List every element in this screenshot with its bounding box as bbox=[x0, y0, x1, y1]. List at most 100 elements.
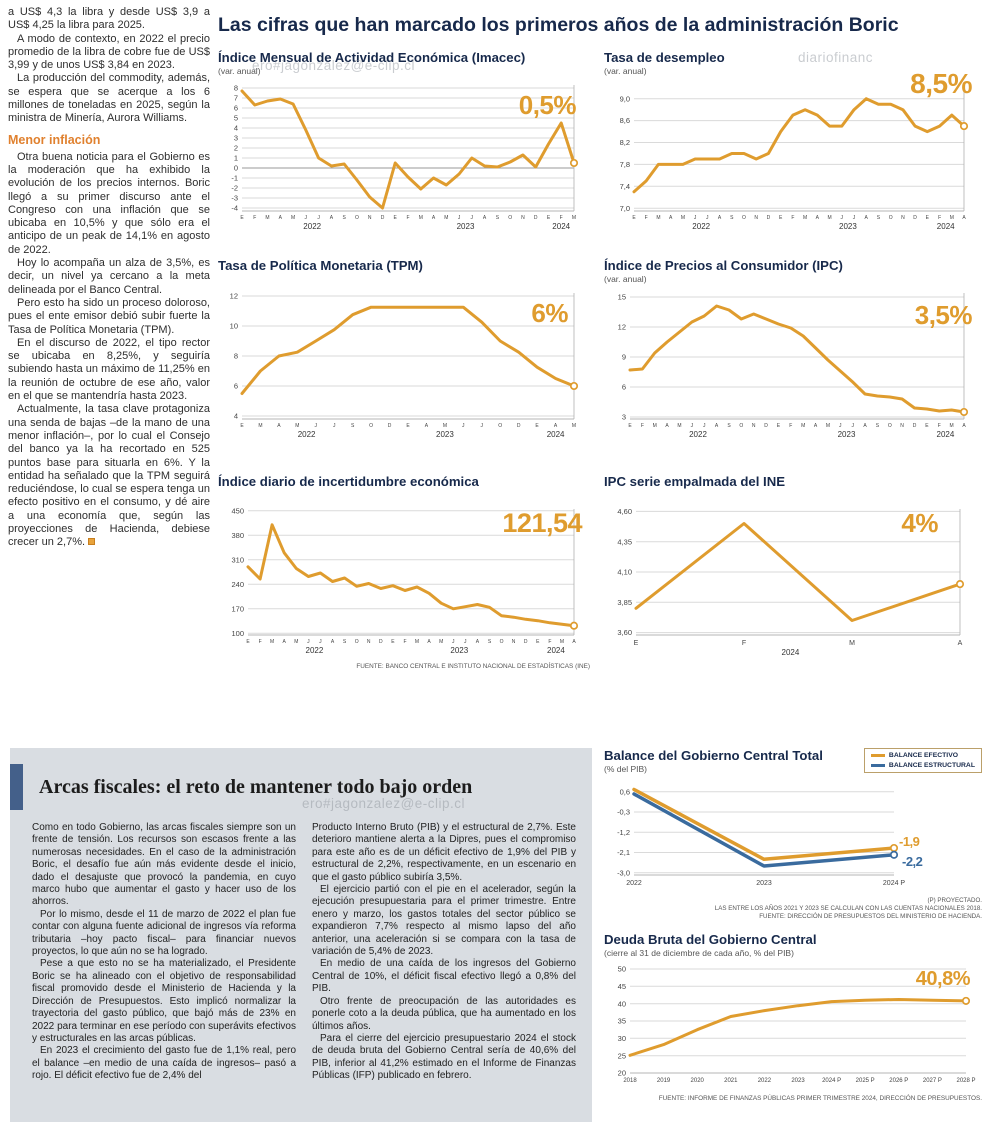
paragraph: Pero esto ha sido un proceso doloroso, p… bbox=[8, 296, 210, 336]
svg-text:2023: 2023 bbox=[756, 880, 772, 887]
svg-text:O: O bbox=[355, 215, 359, 221]
svg-text:J: J bbox=[851, 423, 854, 429]
paragraph: Hoy lo acompaña un alza de 3,5%, es deci… bbox=[8, 257, 210, 296]
callout-ipc-ine-latest: 4% bbox=[901, 508, 938, 538]
svg-text:35: 35 bbox=[618, 1017, 626, 1026]
svg-text:F: F bbox=[253, 215, 256, 221]
svg-text:-2,1: -2,1 bbox=[617, 848, 630, 857]
paragraph: Por lo mismo, desde el 11 de marzo de 20… bbox=[32, 908, 296, 958]
svg-text:9,0: 9,0 bbox=[620, 94, 630, 103]
chart-subtitle: (var. anual) bbox=[604, 274, 647, 284]
svg-text:-2: -2 bbox=[231, 184, 238, 193]
legend-item-estructural: BALANCE ESTRUCTURAL bbox=[870, 762, 975, 769]
svg-text:6: 6 bbox=[234, 382, 238, 391]
svg-text:D: D bbox=[517, 423, 521, 429]
svg-text:M: M bbox=[656, 215, 660, 221]
svg-text:50: 50 bbox=[618, 965, 626, 974]
callout-imacec-latest: 0,5% bbox=[518, 90, 577, 120]
svg-text:A: A bbox=[863, 423, 867, 429]
callout-incertidumbre-latest: 121,54 bbox=[502, 508, 582, 538]
svg-text:6: 6 bbox=[234, 104, 238, 113]
svg-text:2022: 2022 bbox=[306, 646, 324, 655]
svg-text:E: E bbox=[246, 639, 250, 645]
svg-text:A: A bbox=[425, 423, 429, 429]
callout-desempleo-latest: 8,5% bbox=[910, 68, 972, 99]
chart-legend: BALANCE EFECTIVO BALANCE ESTRUCTURAL bbox=[863, 748, 982, 773]
paragraph: En 2023 el crecimiento del gasto fue de … bbox=[32, 1045, 296, 1082]
svg-text:S: S bbox=[727, 423, 731, 429]
chart-subtitle: (% del PIB) bbox=[604, 764, 647, 774]
svg-text:170: 170 bbox=[231, 604, 244, 613]
footnote: FUENTE: DIRECCIÓN DE PRESUPUESTOS DEL MI… bbox=[759, 913, 982, 921]
chart-imacec: Índice Mensual de Actividad Económica (I… bbox=[218, 50, 590, 237]
svg-text:J: J bbox=[481, 423, 484, 429]
svg-text:7: 7 bbox=[234, 94, 238, 103]
page-title: Las cifras que han marcado los primeros … bbox=[218, 14, 899, 36]
svg-text:D: D bbox=[913, 423, 917, 429]
svg-text:M: M bbox=[295, 423, 299, 429]
paragraph: Pese a que esto no se ha materializado, … bbox=[32, 958, 296, 1044]
callout-ipc-latest: 3,5% bbox=[914, 300, 973, 330]
svg-text:J: J bbox=[694, 215, 697, 221]
svg-text:A: A bbox=[669, 215, 673, 221]
legend-label-efectivo: BALANCE EFECTIVO bbox=[888, 752, 959, 759]
svg-text:2022: 2022 bbox=[689, 430, 707, 439]
svg-text:S: S bbox=[876, 423, 880, 429]
svg-text:F: F bbox=[403, 639, 406, 645]
svg-text:2022: 2022 bbox=[758, 1078, 772, 1084]
svg-text:A: A bbox=[330, 215, 334, 221]
chart-footnotes: (P) PROYECTADO. LAS ENTRE LOS AÑOS 2021 … bbox=[604, 897, 982, 922]
svg-text:A: A bbox=[962, 215, 966, 221]
chart-subtitle: (var. anual) bbox=[604, 66, 647, 76]
legend-swatch-efectivo-icon bbox=[870, 754, 885, 757]
svg-text:8: 8 bbox=[234, 84, 238, 93]
svg-text:A: A bbox=[432, 215, 436, 221]
chart-subtitle: (var. anual) bbox=[218, 66, 261, 76]
svg-text:M: M bbox=[419, 215, 423, 221]
svg-text:D: D bbox=[913, 215, 917, 221]
svg-text:J: J bbox=[317, 215, 320, 221]
svg-text:O: O bbox=[739, 423, 743, 429]
svg-text:-3: -3 bbox=[231, 194, 238, 203]
svg-text:-3,0: -3,0 bbox=[617, 868, 630, 877]
svg-text:2024: 2024 bbox=[937, 222, 955, 231]
svg-text:D: D bbox=[381, 215, 385, 221]
svg-text:A: A bbox=[715, 423, 719, 429]
footnote: LAS ENTRE LOS AÑOS 2021 Y 2023 SE CALCUL… bbox=[714, 905, 982, 913]
svg-text:E: E bbox=[632, 215, 636, 221]
paragraph: El ejercicio partió con el pie en el ace… bbox=[312, 884, 576, 958]
chart-source: FUENTE: BANCO CENTRAL E INSTITUTO NACION… bbox=[356, 663, 590, 670]
footnote: (P) PROYECTADO. bbox=[927, 897, 982, 904]
svg-text:M: M bbox=[950, 423, 954, 429]
svg-text:O: O bbox=[369, 423, 373, 429]
svg-text:4: 4 bbox=[234, 412, 238, 421]
svg-text:6: 6 bbox=[622, 383, 626, 392]
svg-text:E: E bbox=[394, 215, 398, 221]
chart-title: Tasa de Política Monetaria (TPM) bbox=[218, 258, 423, 273]
chart-ipc: Índice de Precios al Consumidor (IPC) (v… bbox=[604, 258, 980, 445]
svg-text:D: D bbox=[388, 423, 392, 429]
svg-text:A: A bbox=[572, 639, 576, 645]
svg-text:2023: 2023 bbox=[457, 222, 475, 231]
unemployment-line-chart: 9,08,68,27,87,47,0E F M A M J J A S O N D E F M A M J J A S O… bbox=[620, 85, 969, 231]
chart-title: Índice Mensual de Actividad Económica (I… bbox=[218, 50, 526, 65]
svg-text:9: 9 bbox=[622, 353, 626, 362]
svg-text:F: F bbox=[938, 423, 941, 429]
svg-text:A: A bbox=[483, 215, 487, 221]
svg-text:1: 1 bbox=[234, 154, 238, 163]
paragraph: Como en todo Gobierno, las arcas fiscale… bbox=[32, 822, 296, 908]
legend-label-estructural: BALANCE ESTRUCTURAL bbox=[888, 762, 975, 769]
svg-text:0,6: 0,6 bbox=[620, 787, 630, 796]
svg-text:M: M bbox=[828, 215, 832, 221]
svg-text:2027 P: 2027 P bbox=[923, 1078, 942, 1084]
svg-text:2023: 2023 bbox=[838, 430, 856, 439]
chart-subtitle bbox=[218, 490, 590, 503]
svg-text:O: O bbox=[889, 215, 893, 221]
article-end-icon bbox=[88, 538, 96, 546]
svg-text:2026 P: 2026 P bbox=[889, 1078, 908, 1084]
svg-text:M: M bbox=[258, 423, 262, 429]
svg-text:M: M bbox=[443, 423, 447, 429]
svg-text:D: D bbox=[379, 639, 383, 645]
